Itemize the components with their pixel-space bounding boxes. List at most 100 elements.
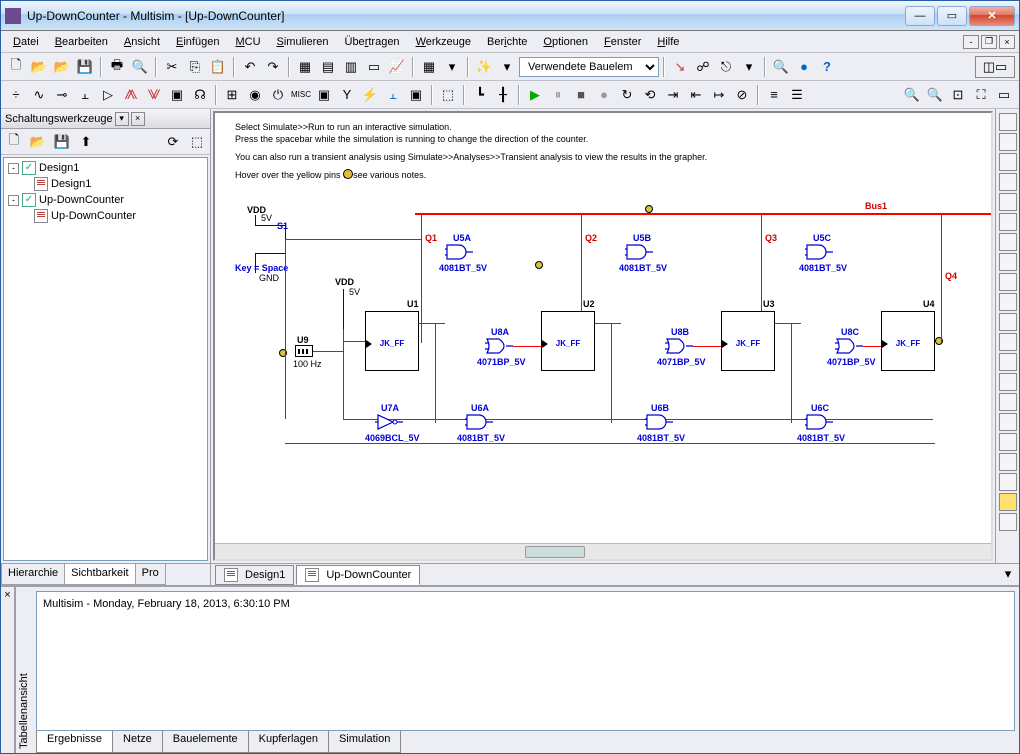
mdi-minimize[interactable]: - bbox=[963, 35, 979, 49]
ttl-icon[interactable]: ⨇ bbox=[120, 84, 142, 106]
misc2-icon[interactable]: MISC bbox=[290, 84, 312, 106]
redo-icon[interactable]: ↷ bbox=[262, 56, 284, 78]
menu-berichte[interactable]: Berichte bbox=[479, 34, 535, 50]
elec-icon[interactable]: ⚡ bbox=[359, 84, 381, 106]
menu-bearbeiten[interactable]: Bearbeiten bbox=[47, 34, 116, 50]
stop-icon[interactable]: ■ bbox=[570, 84, 592, 106]
opamp-icon[interactable]: ▷ bbox=[97, 84, 119, 106]
menu-hilfe[interactable]: Hilfe bbox=[649, 34, 687, 50]
menu-fenster[interactable]: Fenster bbox=[596, 34, 649, 50]
btab-ergebnisse[interactable]: Ergebnisse bbox=[36, 731, 113, 753]
menu-mcu[interactable]: MCU bbox=[227, 34, 268, 50]
tree-child-design1[interactable]: Design1 bbox=[6, 176, 205, 192]
instr-meas-icon[interactable] bbox=[999, 493, 1017, 511]
bus-icon[interactable]: ┗ bbox=[469, 84, 491, 106]
zoomin-icon[interactable]: 🔍 bbox=[901, 84, 923, 106]
tab-overflow-icon[interactable]: ▾ bbox=[997, 563, 1019, 585]
ind2-icon[interactable]: ◉ bbox=[244, 84, 266, 106]
menu-datei[interactable]: Datei bbox=[5, 34, 47, 50]
zoomarea-icon[interactable]: ⊡ bbox=[947, 84, 969, 106]
step4-icon[interactable]: ⇤ bbox=[685, 84, 707, 106]
probe-icon[interactable]: ↘ bbox=[669, 56, 691, 78]
note-pin[interactable] bbox=[535, 261, 543, 269]
paste-icon[interactable]: 📋 bbox=[207, 56, 229, 78]
tab-hierarchie[interactable]: Hierarchie bbox=[1, 564, 65, 585]
step5-icon[interactable]: ↦ bbox=[708, 84, 730, 106]
dist-icon[interactable]: ☰ bbox=[786, 84, 808, 106]
panel-close-icon[interactable]: × bbox=[4, 589, 10, 601]
mdi-restore[interactable]: ❐ bbox=[981, 35, 997, 49]
cut-icon[interactable]: ✂ bbox=[161, 56, 183, 78]
instr-4ch-icon[interactable] bbox=[999, 193, 1017, 211]
design-tree[interactable]: - Design1 Design1 - Up-DownCounter Up-Do… bbox=[3, 157, 208, 561]
chart-icon[interactable]: 📈 bbox=[386, 56, 408, 78]
cmos-icon[interactable]: ⨈ bbox=[143, 84, 165, 106]
panel-dd-icon[interactable]: ▾ bbox=[115, 112, 129, 126]
instr-lvinst-icon[interactable] bbox=[999, 473, 1017, 491]
doctab-design1[interactable]: Design1 bbox=[215, 565, 294, 585]
instr-bode-icon[interactable] bbox=[999, 213, 1017, 231]
list-icon[interactable]: ▭ bbox=[363, 56, 385, 78]
hier-icon[interactable]: ⬚ bbox=[437, 84, 459, 106]
instr-tkosc-icon[interactable] bbox=[999, 453, 1017, 471]
diode-icon[interactable]: ⊸ bbox=[51, 84, 73, 106]
panel-close-icon[interactable]: × bbox=[131, 112, 145, 126]
menu-optionen[interactable]: Optionen bbox=[535, 34, 596, 50]
instr-wordgen-icon[interactable] bbox=[999, 253, 1017, 271]
mdi-close[interactable]: × bbox=[999, 35, 1015, 49]
search-icon[interactable]: 🔍 bbox=[770, 56, 792, 78]
note-pin[interactable] bbox=[645, 205, 653, 213]
schematic-canvas[interactable]: Select Simulate>>Run to run an interacti… bbox=[215, 113, 993, 543]
print-icon[interactable]: 🖶 bbox=[106, 56, 128, 78]
sim-icon[interactable]: ⎋ bbox=[715, 56, 737, 78]
zoompage-icon[interactable]: ▭ bbox=[993, 84, 1015, 106]
btab-bauelemente[interactable]: Bauelemente bbox=[162, 731, 249, 753]
tran-icon[interactable]: ⫠ bbox=[74, 84, 96, 106]
instr-agmm-icon[interactable] bbox=[999, 413, 1017, 431]
tile-icon[interactable]: ◫▭ bbox=[975, 56, 1015, 78]
instr-funcgen-icon[interactable] bbox=[999, 133, 1017, 151]
pwr-icon[interactable]: ⏻ bbox=[267, 84, 289, 106]
open2-icon[interactable]: 📂 bbox=[51, 56, 73, 78]
instr-iv-icon[interactable] bbox=[999, 313, 1017, 331]
tree-root-updown[interactable]: - Up-DownCounter bbox=[6, 192, 205, 208]
open-design-icon[interactable]: 📂 bbox=[27, 131, 49, 153]
save-icon[interactable]: 💾 bbox=[74, 56, 96, 78]
misc-icon[interactable]: ▣ bbox=[166, 84, 188, 106]
instr-wattmeter-icon[interactable] bbox=[999, 153, 1017, 171]
step-icon[interactable]: ↻ bbox=[616, 84, 638, 106]
btab-simulation[interactable]: Simulation bbox=[328, 731, 401, 753]
ind-icon[interactable]: ☊ bbox=[189, 84, 211, 106]
menu-einfuegen[interactable]: Einfügen bbox=[168, 34, 227, 50]
instr-logicconv-icon[interactable] bbox=[999, 273, 1017, 291]
instr-dist-icon[interactable] bbox=[999, 333, 1017, 351]
step2-icon[interactable]: ⟲ bbox=[639, 84, 661, 106]
menu-uebertragen[interactable]: Übertragen bbox=[337, 34, 408, 50]
step6-icon[interactable]: ⊘ bbox=[731, 84, 753, 106]
btab-netze[interactable]: Netze bbox=[112, 731, 163, 753]
help-icon[interactable]: ? bbox=[816, 56, 838, 78]
minimize-button[interactable]: ― bbox=[905, 6, 935, 26]
expand-icon[interactable]: - bbox=[8, 163, 19, 174]
step3-icon[interactable]: ⇥ bbox=[662, 84, 684, 106]
instr-spec-icon[interactable] bbox=[999, 353, 1017, 371]
instr-agfg-icon[interactable] bbox=[999, 393, 1017, 411]
pause-icon[interactable]: ⏸ bbox=[547, 84, 569, 106]
close-button[interactable]: ✕ bbox=[969, 6, 1015, 26]
mixer-icon[interactable]: ⊞ bbox=[221, 84, 243, 106]
expand-icon[interactable]: - bbox=[8, 195, 19, 206]
tree-root-design1[interactable]: - Design1 bbox=[6, 160, 205, 176]
sim-dd-icon[interactable]: ▾ bbox=[738, 56, 760, 78]
save-design-icon[interactable]: 💾 bbox=[51, 131, 73, 153]
run-icon[interactable]: ▶ bbox=[524, 84, 546, 106]
rec-icon[interactable]: ● bbox=[593, 84, 615, 106]
wand-dd-icon[interactable]: ▾ bbox=[496, 56, 518, 78]
conn-icon[interactable]: ⫠ bbox=[382, 84, 404, 106]
ant-icon[interactable]: Y bbox=[336, 84, 358, 106]
undo-icon[interactable]: ↶ bbox=[239, 56, 261, 78]
tab-projekt[interactable]: Pro bbox=[135, 564, 166, 585]
zoomout-icon[interactable]: 🔍 bbox=[924, 84, 946, 106]
tree-child-updown[interactable]: Up-DownCounter bbox=[6, 208, 205, 224]
instr-freq-icon[interactable] bbox=[999, 233, 1017, 251]
new-design-icon[interactable]: 🗋 bbox=[3, 131, 25, 153]
